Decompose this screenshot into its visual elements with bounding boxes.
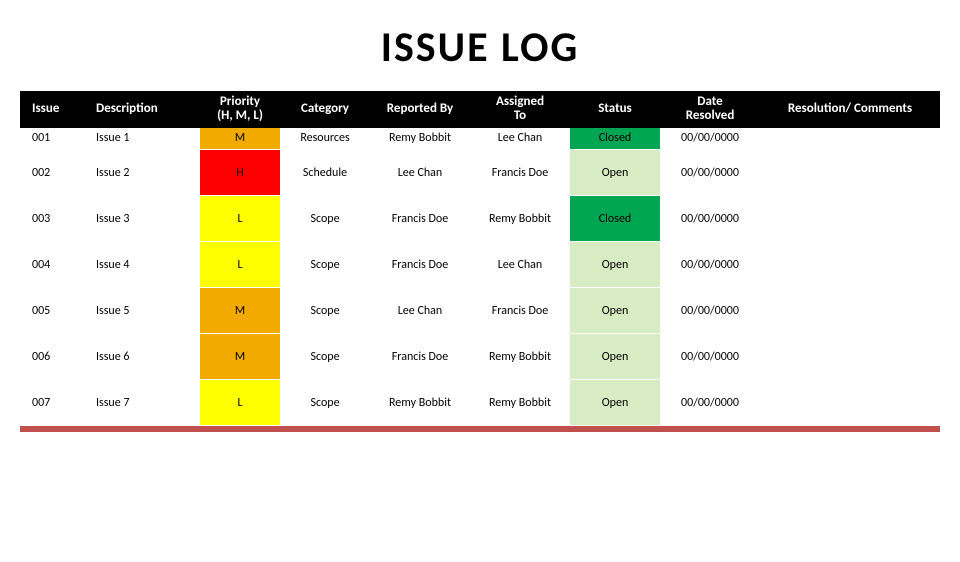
table-bottom-bar (20, 426, 940, 432)
issue-log-table: Issue Description Priority(H, M, L) Cate… (20, 91, 940, 426)
cell-resolution (760, 128, 940, 150)
cell-priority: L (200, 380, 280, 426)
cell-status: Open (570, 150, 660, 196)
cell-priority: M (200, 288, 280, 334)
table-body: 001Issue 1MResourcesRemy BobbitLee ChanC… (20, 128, 940, 426)
cell-issue: 002 (20, 150, 90, 196)
cell-category: Scope (280, 242, 370, 288)
cell-description: Issue 2 (90, 150, 200, 196)
table-row: 004Issue 4LScopeFrancis DoeLee ChanOpen0… (20, 242, 940, 288)
cell-assigned-to: Remy Bobbit (470, 334, 570, 380)
cell-category: Resources (280, 128, 370, 150)
col-description: Description (90, 91, 200, 128)
cell-category: Scope (280, 288, 370, 334)
cell-resolution (760, 380, 940, 426)
col-assigned-to: AssignedTo (470, 91, 570, 128)
col-status: Status (570, 91, 660, 128)
cell-description: Issue 6 (90, 334, 200, 380)
cell-priority: H (200, 150, 280, 196)
cell-status: Closed (570, 128, 660, 150)
cell-status: Closed (570, 196, 660, 242)
cell-reported-by: Remy Bobbit (370, 380, 470, 426)
cell-assigned-to: Lee Chan (470, 128, 570, 150)
table-row: 001Issue 1MResourcesRemy BobbitLee ChanC… (20, 128, 940, 150)
cell-category: Scope (280, 380, 370, 426)
cell-description: Issue 7 (90, 380, 200, 426)
cell-description: Issue 1 (90, 128, 200, 150)
cell-reported-by: Lee Chan (370, 150, 470, 196)
cell-status: Open (570, 380, 660, 426)
cell-resolution (760, 150, 940, 196)
cell-issue: 003 (20, 196, 90, 242)
cell-status: Open (570, 288, 660, 334)
cell-priority: L (200, 196, 280, 242)
page-title: ISSUE LOG (0, 22, 960, 73)
cell-assigned-to: Francis Doe (470, 150, 570, 196)
cell-issue: 004 (20, 242, 90, 288)
cell-priority: L (200, 242, 280, 288)
col-category: Category (280, 91, 370, 128)
cell-resolution (760, 334, 940, 380)
cell-issue: 001 (20, 128, 90, 150)
table-row: 007Issue 7LScopeRemy BobbitRemy BobbitOp… (20, 380, 940, 426)
cell-reported-by: Francis Doe (370, 242, 470, 288)
cell-date-resolved: 00/00/0000 (660, 196, 760, 242)
cell-description: Issue 3 (90, 196, 200, 242)
cell-reported-by: Francis Doe (370, 334, 470, 380)
cell-priority: M (200, 334, 280, 380)
cell-issue: 005 (20, 288, 90, 334)
cell-priority: M (200, 128, 280, 150)
col-resolution: Resolution/ Comments (760, 91, 940, 128)
cell-date-resolved: 00/00/0000 (660, 380, 760, 426)
table-header-row: Issue Description Priority(H, M, L) Cate… (20, 91, 940, 128)
cell-resolution (760, 288, 940, 334)
cell-category: Scope (280, 196, 370, 242)
cell-date-resolved: 00/00/0000 (660, 242, 760, 288)
col-priority: Priority(H, M, L) (200, 91, 280, 128)
table-row: 003Issue 3LScopeFrancis DoeRemy BobbitCl… (20, 196, 940, 242)
col-date-resolved: DateResolved (660, 91, 760, 128)
col-reported-by: Reported By (370, 91, 470, 128)
cell-reported-by: Francis Doe (370, 196, 470, 242)
cell-date-resolved: 00/00/0000 (660, 334, 760, 380)
cell-category: Schedule (280, 150, 370, 196)
cell-status: Open (570, 242, 660, 288)
col-issue: Issue (20, 91, 90, 128)
cell-date-resolved: 00/00/0000 (660, 288, 760, 334)
cell-resolution (760, 242, 940, 288)
cell-assigned-to: Francis Doe (470, 288, 570, 334)
cell-category: Scope (280, 334, 370, 380)
cell-assigned-to: Remy Bobbit (470, 196, 570, 242)
cell-resolution (760, 196, 940, 242)
cell-reported-by: Lee Chan (370, 288, 470, 334)
cell-date-resolved: 00/00/0000 (660, 128, 760, 150)
cell-assigned-to: Lee Chan (470, 242, 570, 288)
cell-assigned-to: Remy Bobbit (470, 380, 570, 426)
cell-issue: 006 (20, 334, 90, 380)
cell-status: Open (570, 334, 660, 380)
cell-reported-by: Remy Bobbit (370, 128, 470, 150)
table-row: 002Issue 2HScheduleLee ChanFrancis DoeOp… (20, 150, 940, 196)
table-row: 006Issue 6MScopeFrancis DoeRemy BobbitOp… (20, 334, 940, 380)
cell-issue: 007 (20, 380, 90, 426)
cell-description: Issue 5 (90, 288, 200, 334)
cell-description: Issue 4 (90, 242, 200, 288)
cell-date-resolved: 00/00/0000 (660, 150, 760, 196)
table-row: 005Issue 5MScopeLee ChanFrancis DoeOpen0… (20, 288, 940, 334)
